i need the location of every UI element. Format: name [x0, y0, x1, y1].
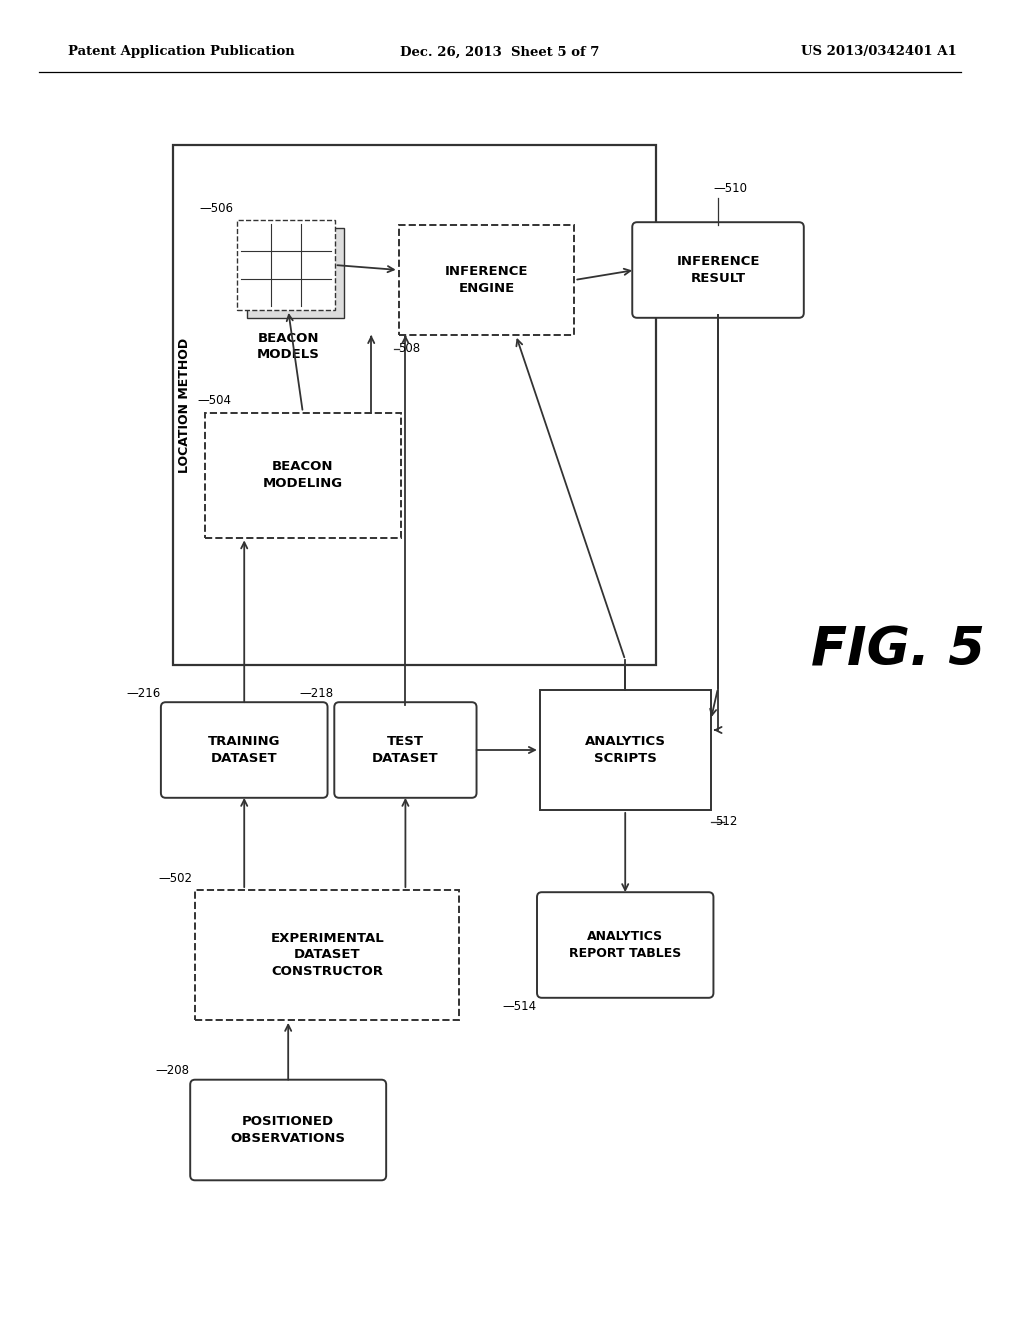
Text: —514: —514: [503, 1001, 537, 1012]
Bar: [398, 224, 574, 335]
Text: BEACON
MODELS: BEACON MODELS: [257, 333, 319, 360]
Bar: [196, 890, 459, 1020]
Bar: [540, 690, 711, 810]
Text: TEST
DATASET: TEST DATASET: [372, 735, 438, 764]
Text: —502: —502: [159, 873, 193, 884]
Text: INFERENCE
ENGINE: INFERENCE ENGINE: [444, 265, 528, 294]
Text: ANALYTICS
SCRIPTS: ANALYTICS SCRIPTS: [585, 735, 666, 764]
Text: —506: —506: [200, 202, 233, 215]
FancyBboxPatch shape: [632, 222, 804, 318]
Text: BEACON
MODELING: BEACON MODELING: [263, 461, 343, 490]
Text: 508: 508: [398, 342, 421, 355]
Text: —216: —216: [127, 686, 161, 700]
FancyBboxPatch shape: [161, 702, 328, 797]
Bar: [173, 145, 656, 665]
Bar: [237, 220, 335, 310]
Bar: [247, 228, 344, 318]
Text: TRAINING
DATASET: TRAINING DATASET: [208, 735, 281, 764]
FancyBboxPatch shape: [190, 1080, 386, 1180]
Text: —208: —208: [156, 1064, 189, 1077]
Text: 512: 512: [716, 814, 738, 828]
Text: INFERENCE
RESULT: INFERENCE RESULT: [676, 255, 760, 285]
Text: —504: —504: [198, 395, 231, 408]
Text: EXPERIMENTAL
DATASET
CONSTRUCTOR: EXPERIMENTAL DATASET CONSTRUCTOR: [270, 932, 384, 978]
Text: Patent Application Publication: Patent Application Publication: [69, 45, 295, 58]
Text: —510: —510: [713, 182, 748, 195]
Text: —218: —218: [300, 686, 334, 700]
Text: US 2013/0342401 A1: US 2013/0342401 A1: [801, 45, 956, 58]
Bar: [205, 412, 400, 537]
Text: LOCATION METHOD: LOCATION METHOD: [178, 338, 191, 473]
Text: FIG. 5: FIG. 5: [811, 624, 985, 676]
FancyBboxPatch shape: [537, 892, 714, 998]
FancyBboxPatch shape: [334, 702, 476, 797]
Text: POSITIONED
OBSERVATIONS: POSITIONED OBSERVATIONS: [230, 1115, 346, 1144]
Text: ANALYTICS
REPORT TABLES: ANALYTICS REPORT TABLES: [569, 931, 681, 960]
Text: Dec. 26, 2013  Sheet 5 of 7: Dec. 26, 2013 Sheet 5 of 7: [400, 45, 600, 58]
